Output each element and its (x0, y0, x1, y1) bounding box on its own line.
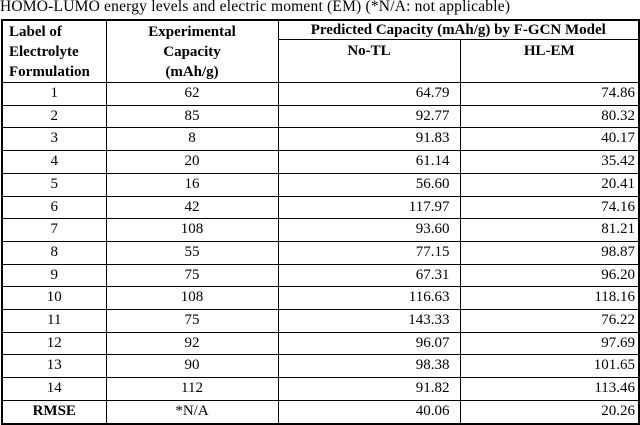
table-row: 7 108 93.60 81.21 (1, 218, 640, 242)
rmse-row: RMSE *N/A 40.06 20.26 (1, 399, 640, 425)
table-row: 1 62 64.79 74.86 (1, 82, 640, 106)
cell-hl-em: 80.32 (459, 104, 640, 129)
cell-experimental-capacity: 75 (105, 263, 279, 288)
cell-experimental-capacity: 42 (105, 195, 279, 220)
header-hl-em: HL-EM (459, 39, 640, 83)
cell-no-tl: 93.60 (277, 218, 461, 242)
cell-experimental-capacity: 16 (105, 172, 279, 197)
table-row: 6 42 117.97 74.16 (1, 195, 640, 220)
cell-no-tl: 98.38 (277, 354, 461, 379)
cell-formulation-label: 13 (1, 354, 107, 379)
table-row: 10 108 116.63 118.16 (1, 286, 640, 311)
cell-no-tl: 91.83 (277, 127, 461, 152)
cell-hl-em: 20.41 (459, 172, 640, 197)
cell-formulation-label: 10 (1, 286, 107, 311)
cell-formulation-label: 9 (1, 263, 107, 288)
cell-hl-em: 96.20 (459, 263, 640, 288)
cell-experimental-capacity: 108 (105, 286, 279, 311)
table-row: 3 8 91.83 40.17 (1, 127, 640, 152)
cell-hl-em: 98.87 (459, 240, 640, 265)
cell-formulation-label: 1 (1, 82, 107, 106)
cell-experimental-capacity: 112 (105, 377, 279, 401)
header-line: Formulation (9, 64, 90, 80)
header-row-main: Label of Electrolyte Formulation Experim… (1, 19, 640, 83)
cell-experimental-capacity: 20 (105, 150, 279, 174)
cell-experimental-capacity: 62 (105, 82, 279, 106)
table-row: 2 85 92.77 80.32 (1, 104, 640, 129)
header-row-sub: No-TL HL-EM (2, 39, 640, 83)
cell-hl-em: 40.17 (459, 127, 640, 152)
cell-formulation-label: 12 (1, 331, 107, 356)
cell-formulation-label: 8 (1, 240, 107, 265)
header-line: Capacity (163, 44, 221, 60)
cell-formulation-label: 7 (1, 218, 107, 242)
cell-formulation-label: 11 (1, 309, 107, 333)
cell-experimental-capacity: 90 (105, 354, 279, 379)
table-row: 8 55 77.15 98.87 (1, 240, 640, 265)
cell-rmse-label: RMSE (1, 399, 107, 425)
cell-hl-em: 113.46 (459, 377, 640, 401)
cell-rmse-hl-em: 20.26 (459, 399, 640, 425)
cell-formulation-label: 6 (1, 195, 107, 220)
cell-experimental-capacity: 108 (105, 218, 279, 242)
cell-formulation-label: 5 (1, 172, 107, 197)
header-line: Experimental (148, 24, 236, 40)
table-row: 11 75 143.33 76.22 (1, 309, 640, 333)
cell-formulation-label: 14 (1, 377, 107, 401)
cell-no-tl: 91.82 (277, 377, 461, 401)
header-formulation-label: Label of Electrolyte Formulation (1, 19, 107, 83)
header-predicted-capacity: Predicted Capacity (mAh/g) by F-GCN Mode… (277, 19, 640, 41)
cell-rmse-no-tl: 40.06 (277, 399, 461, 425)
cell-no-tl: 67.31 (277, 263, 461, 288)
cell-no-tl: 77.15 (277, 240, 461, 265)
cell-formulation-label: 3 (1, 127, 107, 152)
table-row: 13 90 98.38 101.65 (1, 354, 640, 379)
table-row: 9 75 67.31 96.20 (1, 263, 640, 288)
cell-hl-em: 118.16 (459, 286, 640, 311)
header-no-tl: No-TL (277, 39, 461, 83)
cell-experimental-capacity: 85 (105, 104, 279, 129)
cell-no-tl: 92.77 (277, 104, 461, 129)
cell-no-tl: 143.33 (277, 309, 461, 333)
cell-hl-em: 76.22 (459, 309, 640, 333)
header-experimental-capacity: Experimental Capacity (mAh/g) (105, 19, 279, 83)
cell-no-tl: 56.60 (277, 172, 461, 197)
cell-experimental-capacity: 75 (105, 309, 279, 333)
cell-hl-em: 81.21 (459, 218, 640, 242)
cell-experimental-capacity: 55 (105, 240, 279, 265)
cell-no-tl: 96.07 (277, 331, 461, 356)
cell-hl-em: 97.69 (459, 331, 640, 356)
table-caption: HOMO-LUMO energy levels and electric mom… (0, 0, 511, 15)
table-row: 12 92 96.07 97.69 (1, 331, 640, 356)
cell-no-tl: 61.14 (277, 150, 461, 174)
results-table: Label of Electrolyte Formulation Experim… (1, 19, 640, 425)
cell-formulation-label: 2 (1, 104, 107, 129)
cell-hl-em: 74.86 (459, 82, 640, 106)
table-row: 5 16 56.60 20.41 (1, 172, 640, 197)
cell-rmse-experimental: *N/A (105, 399, 279, 425)
cell-hl-em: 35.42 (459, 150, 640, 174)
header-line: Electrolyte (9, 44, 79, 60)
cell-hl-em: 74.16 (459, 195, 640, 220)
table-row: 4 20 61.14 35.42 (1, 150, 640, 174)
cell-experimental-capacity: 92 (105, 331, 279, 356)
table-row: 14 112 91.82 113.46 (1, 377, 640, 401)
cell-experimental-capacity: 8 (105, 127, 279, 152)
cell-no-tl: 117.97 (277, 195, 461, 220)
cell-no-tl: 64.79 (277, 82, 461, 106)
cell-no-tl: 116.63 (277, 286, 461, 311)
cell-hl-em: 101.65 (459, 354, 640, 379)
header-line: (mAh/g) (165, 64, 219, 80)
cell-formulation-label: 4 (1, 150, 107, 174)
header-line: Label of (9, 24, 62, 40)
